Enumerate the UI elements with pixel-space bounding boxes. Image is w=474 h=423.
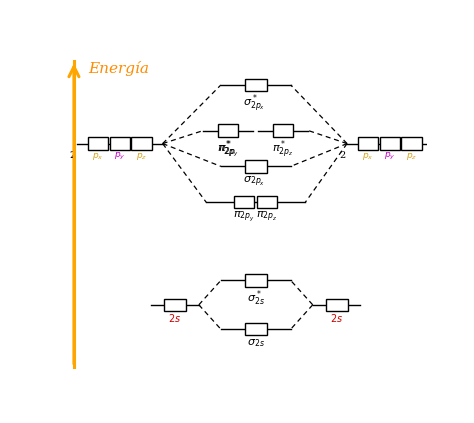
Text: $2s$: $2s$ (330, 312, 343, 324)
Text: $p_y$: $p_y$ (384, 151, 396, 162)
Bar (380, 137, 400, 150)
Bar (326, 299, 347, 311)
Text: $p_y$: $p_y$ (114, 151, 126, 162)
Text: 2: 2 (69, 151, 75, 160)
Text: $\pi_{2p_z}^*$: $\pi_{2p_z}^*$ (272, 138, 293, 161)
Text: $\sigma_{2p_x}$: $\sigma_{2p_x}$ (243, 174, 265, 189)
Bar (273, 124, 293, 137)
Text: $2s$: $2s$ (168, 312, 182, 324)
Text: $p_z$: $p_z$ (406, 151, 417, 162)
Bar (88, 137, 108, 150)
Bar (131, 137, 152, 150)
Text: $\pi_{2p}^*$: $\pi_{2p}^*$ (219, 138, 237, 161)
Bar (401, 137, 422, 150)
Bar (257, 196, 277, 209)
Text: $p_z$: $p_z$ (136, 151, 147, 162)
Text: $p_x$: $p_x$ (92, 151, 104, 162)
Bar (358, 137, 378, 150)
Text: $\sigma_{2p_x}^*$: $\sigma_{2p_x}^*$ (243, 93, 265, 115)
Text: $\pi_{2p_y}$: $\pi_{2p_y}$ (233, 210, 255, 224)
Bar (164, 299, 186, 311)
Bar (234, 196, 255, 209)
Bar (245, 79, 267, 91)
Text: $\sigma_{2s}^*$: $\sigma_{2s}^*$ (247, 288, 264, 308)
Bar (245, 274, 267, 286)
Text: Energía: Energía (89, 60, 150, 76)
Bar (245, 323, 267, 335)
Text: $p_x$: $p_x$ (363, 151, 374, 162)
Text: $\sigma_{2s}$: $\sigma_{2s}$ (247, 337, 264, 349)
Bar (218, 124, 238, 137)
Bar (245, 160, 267, 173)
Text: $\pi_{2p_y}^*$: $\pi_{2p_y}^*$ (217, 138, 238, 160)
Text: 2: 2 (339, 151, 345, 160)
Bar (110, 137, 130, 150)
Text: $\pi_{2p_z}$: $\pi_{2p_z}$ (255, 210, 277, 225)
